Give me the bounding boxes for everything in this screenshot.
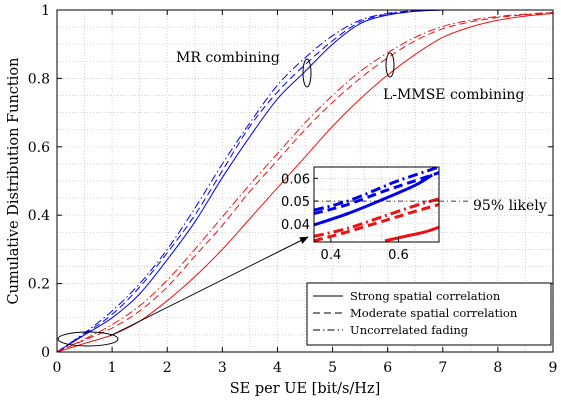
- x-tick-label: 1: [108, 360, 117, 376]
- legend-item-moderate: Moderate spatial correlation: [350, 306, 518, 320]
- legend-item-strong: Strong spatial correlation: [350, 289, 501, 303]
- series-line-mr-dashdot: [57, 10, 443, 352]
- legend: Strong spatial correlation Moderate spat…: [306, 282, 552, 346]
- inset-series-line-lmmse-solid: [384, 225, 439, 242]
- inset-frame: [313, 166, 440, 243]
- inset-y-tick-label: 0.06: [281, 172, 310, 187]
- inset-y-tick-label: 0.05: [281, 195, 310, 210]
- plot-frame: [56, 9, 554, 353]
- inset-series-line-mr-dashed: [314, 171, 439, 216]
- y-axis-label: Cumulative Distribution Function: [6, 58, 22, 305]
- inset-series-group: [314, 167, 439, 242]
- mr-ellipse: [302, 58, 312, 88]
- legend-item-uncorrelated: Uncorrelated fading: [350, 323, 469, 337]
- zoom-ellipse: [57, 331, 119, 347]
- x-tick-label: 9: [549, 360, 558, 376]
- inset-series-line-lmmse-dashdot: [314, 197, 439, 238]
- inset-axis-ticks: 0.4 0.6 0.04 0.05 0.06: [281, 172, 409, 263]
- inset-series-line-lmmse-dashed: [314, 203, 439, 242]
- series-line-lmmse-dashdot: [57, 11, 553, 352]
- lmmse-ellipse: [385, 52, 395, 78]
- y-tick-label: 0.2: [28, 277, 50, 293]
- inset-series-line-mr-solid: [314, 173, 434, 227]
- inset-grid-lines: [314, 167, 439, 242]
- x-tick-label: 2: [163, 360, 172, 376]
- y-tick-label: 0.6: [28, 140, 50, 156]
- inset-x-tick-label: 0.4: [321, 248, 342, 263]
- y-tick-label: 0.4: [28, 208, 50, 224]
- series-line-lmmse-dashed: [57, 12, 553, 352]
- x-tick-label: 3: [218, 360, 227, 376]
- mr-combining-label: MR combining: [176, 50, 280, 66]
- x-tick-label: 4: [273, 360, 282, 376]
- legend-box: [306, 282, 552, 346]
- inset-y-tick-label: 0.04: [281, 218, 310, 233]
- y-tick-label: 0.8: [28, 71, 50, 87]
- axis-ticks: 0 1 2 3 4 5 6 7 8 9 0 0.2 0.4 0.6 0.8 1: [28, 3, 558, 376]
- x-axis-label: SE per UE [bit/s/Hz]: [230, 381, 381, 397]
- lmmse-combining-label: L-MMSE combining: [383, 87, 524, 103]
- x-tick-label: 8: [493, 360, 502, 376]
- x-tick-label: 0: [53, 360, 62, 376]
- zoom-arrow: [109, 236, 309, 337]
- y-tick-label: 1: [41, 3, 50, 19]
- x-tick-label: 5: [328, 360, 337, 376]
- series-line-mr-dashed: [57, 10, 443, 352]
- x-tick-label: 7: [438, 360, 447, 376]
- x-tick-label: 6: [383, 360, 392, 376]
- likely-label: 95% likely: [473, 198, 547, 214]
- inset-series-line-mr-dashdot: [314, 167, 439, 212]
- series-line-mr-solid: [57, 10, 443, 352]
- y-tick-label: 0: [41, 345, 50, 361]
- inset-x-tick-label: 0.6: [388, 248, 409, 263]
